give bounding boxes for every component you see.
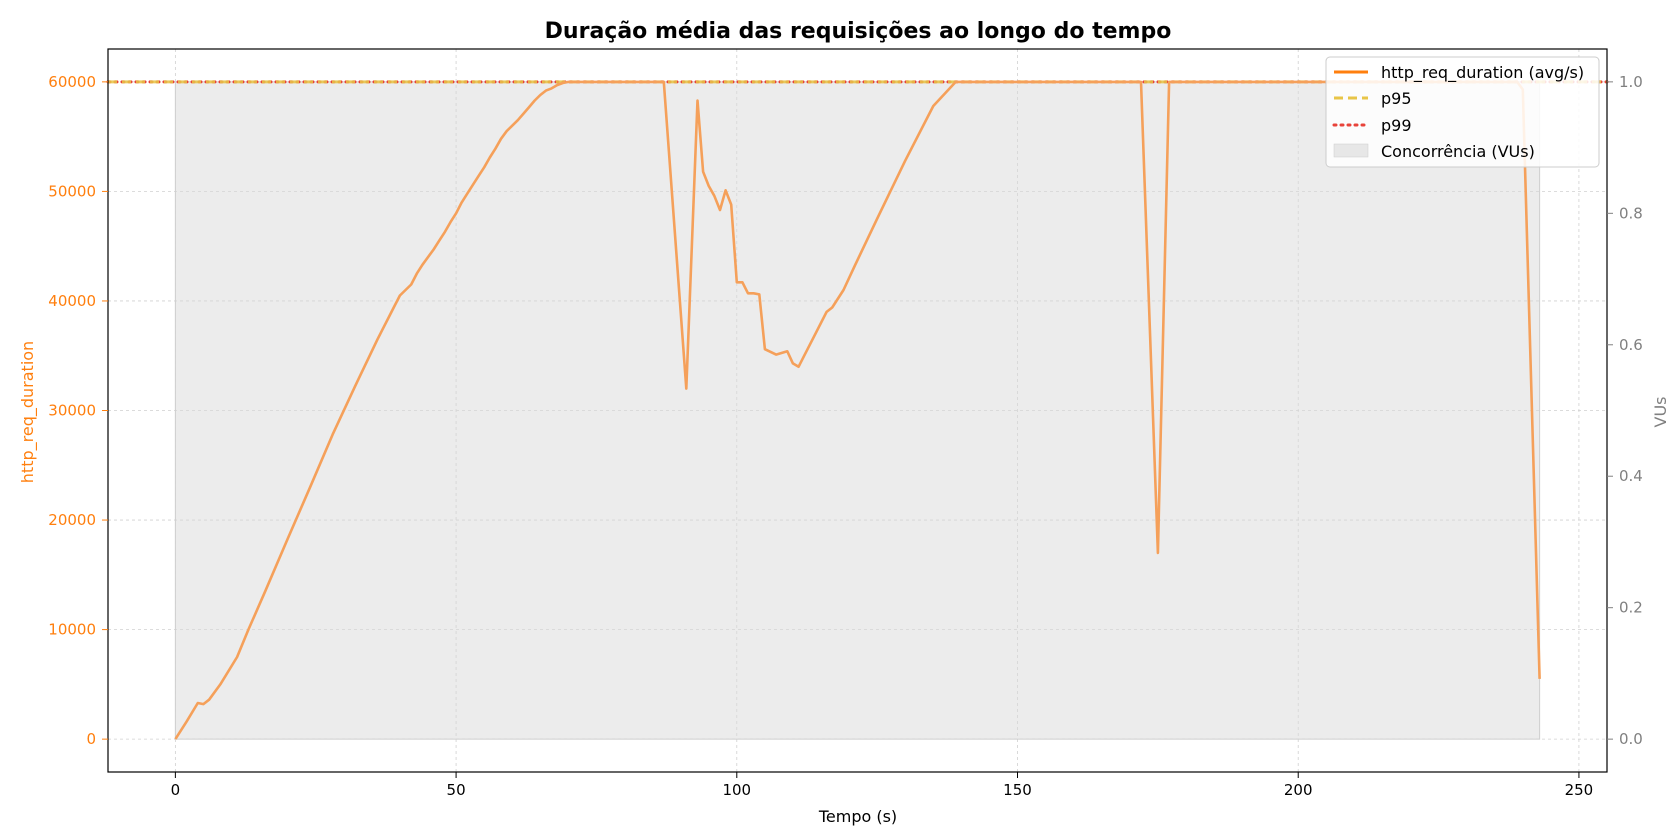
x-tick-label: 150: [1003, 781, 1032, 799]
y-tick-label: 20000: [48, 511, 96, 529]
y2-tick-label: 0.0: [1619, 730, 1643, 748]
avg-duration-line: [174, 80, 1541, 740]
y-tick-label: 60000: [48, 73, 96, 91]
x-tick-label: 0: [171, 781, 181, 799]
y-axis-label: http_req_duration: [18, 341, 38, 483]
x-axis-label: Tempo (s): [818, 807, 897, 826]
chart-title: Duração média das requisições ao longo d…: [545, 19, 1172, 44]
y2-tick-label: 0.6: [1619, 336, 1643, 354]
x-tick-label: 200: [1284, 781, 1313, 799]
y2-axis-label: VUs: [1651, 397, 1670, 428]
y2-tick-label: 0.2: [1619, 599, 1643, 617]
vus-area: [174, 81, 1541, 740]
legend: http_req_duration (avg/s) p95 p99 Concor…: [1325, 56, 1600, 168]
x-tick-label: 250: [1565, 781, 1594, 799]
ticks: 0 50 100 150 200 250 0 10000 20000 30000 40000 5000…: [48, 73, 1643, 799]
legend-box: [1325, 56, 1600, 168]
legend-label-vus: Concorrência (VUs): [1381, 142, 1535, 161]
legend-label-p99: p99: [1381, 116, 1412, 135]
y-tick-label: 10000: [48, 621, 96, 639]
y2-tick-label: 0.4: [1619, 467, 1643, 485]
y-tick-label: 30000: [48, 402, 96, 420]
legend-label-p95: p95: [1381, 89, 1412, 108]
y-tick-label: 50000: [48, 182, 96, 200]
legend-swatch-vus: [1333, 143, 1369, 158]
y-tick-label: 0: [86, 730, 96, 748]
y2-tick-label: 0.8: [1619, 204, 1643, 222]
vus-area-layer: [174, 81, 1541, 740]
y-tick-label: 40000: [48, 292, 96, 310]
x-tick-label: 100: [722, 781, 751, 799]
y2-tick-label: 1.0: [1619, 73, 1643, 91]
x-tick-label: 50: [447, 781, 466, 799]
legend-label-avg: http_req_duration (avg/s): [1381, 63, 1584, 83]
